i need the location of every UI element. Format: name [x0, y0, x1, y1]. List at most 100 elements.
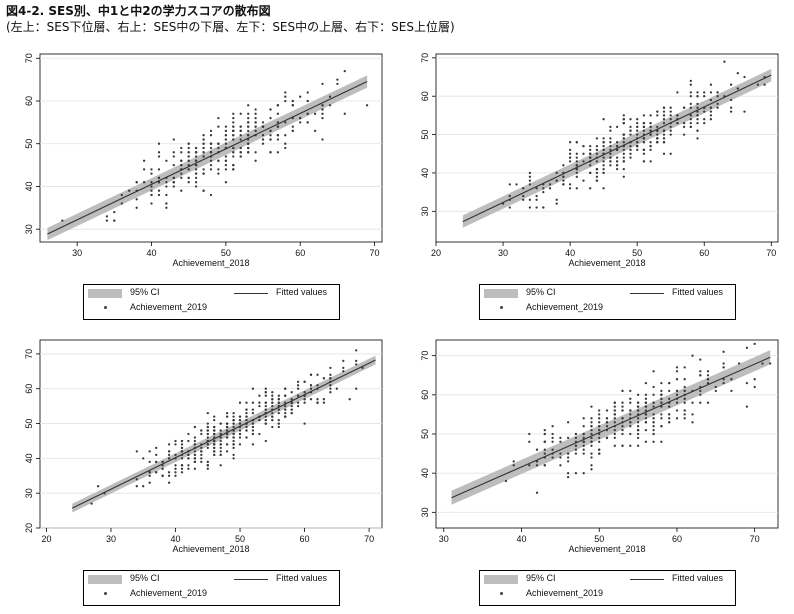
scatter-point	[613, 401, 616, 404]
scatter-point	[328, 95, 332, 98]
scatter-point	[213, 425, 216, 429]
scatter-point	[548, 183, 552, 186]
scatter-point	[174, 467, 177, 470]
scatter-point	[582, 436, 585, 440]
legend: 95% CI Fitted values Achievement_2019	[479, 284, 736, 320]
scatter-point	[213, 453, 216, 457]
y-tick-label: 60	[420, 390, 430, 400]
scatter-point	[621, 409, 624, 412]
scatter-point	[180, 159, 183, 162]
scatter-point	[224, 125, 228, 128]
legend-fit-label: Fitted values	[276, 573, 328, 583]
scatter-point	[528, 175, 532, 178]
scatter-point	[290, 398, 293, 401]
scatter-point	[676, 114, 679, 117]
scatter-point	[322, 401, 326, 404]
scatter-point	[61, 219, 64, 222]
scatter-point	[615, 167, 619, 171]
scatter-point	[172, 155, 175, 158]
scatter-point	[609, 144, 612, 148]
scatter-point	[321, 116, 324, 120]
scatter-point	[277, 422, 280, 425]
scatter-point	[559, 436, 562, 440]
scatter-point	[264, 422, 267, 425]
scatter-point	[329, 377, 332, 380]
scatter-point	[247, 134, 250, 137]
scatter-point	[515, 183, 518, 186]
scatter-point	[642, 141, 646, 144]
scatter-point	[264, 404, 267, 408]
legend-ci-swatch	[484, 289, 518, 298]
scatter-point	[636, 409, 640, 412]
scatter-point	[528, 440, 531, 443]
scatter-point	[644, 413, 648, 416]
scatter-point	[224, 163, 228, 167]
scatter-point	[660, 381, 663, 385]
scatter-point	[598, 409, 601, 412]
scatter-point	[609, 137, 612, 140]
scatter-point	[706, 381, 710, 385]
scatter-point	[568, 148, 572, 152]
scatter-point	[335, 387, 338, 390]
scatter-point	[595, 137, 599, 140]
scatter-point	[225, 432, 229, 436]
x-tick-label: 70	[370, 248, 380, 258]
x-tick-label: 60	[300, 534, 310, 544]
scatter-point	[167, 474, 171, 477]
scatter-point	[247, 129, 250, 133]
scatter-point	[562, 164, 565, 167]
scatter-point	[343, 112, 346, 115]
scatter-point	[566, 460, 570, 463]
x-tick-label: 40	[171, 534, 181, 544]
scatter-point	[238, 429, 242, 432]
scatter-point	[675, 417, 679, 420]
scatter-point	[239, 138, 242, 141]
scatter-point	[542, 187, 545, 190]
y-tick-label: 50	[24, 419, 34, 429]
scatter-point	[238, 401, 242, 404]
scatter-point	[193, 443, 197, 446]
scatter-point	[239, 129, 242, 133]
scatter-point	[180, 439, 184, 443]
scatter-point	[277, 408, 280, 411]
scatter-point	[219, 432, 222, 436]
scatter-point	[683, 409, 686, 412]
scatter-point	[261, 138, 265, 141]
scatter-point	[291, 125, 294, 128]
scatter-point	[306, 121, 309, 124]
scatter-point	[194, 159, 198, 162]
scatter-point	[328, 104, 332, 107]
scatter-point	[187, 457, 190, 460]
scatter-point	[194, 146, 198, 150]
legend-fit-label: Fitted values	[672, 287, 724, 297]
scatter-point	[239, 151, 242, 154]
scatter-point	[209, 163, 213, 167]
scatter-point	[699, 358, 702, 361]
x-axis-label: Achievement_2018	[568, 258, 645, 268]
scatter-point	[261, 142, 265, 145]
scatter-point	[602, 156, 605, 159]
legend: 95% CI Fitted values Achievement_2019	[479, 570, 736, 606]
scatter-point	[217, 116, 220, 120]
scatter-point	[200, 446, 203, 450]
scatter-point	[187, 142, 190, 145]
scatter-point	[180, 446, 184, 450]
scatter-point	[135, 450, 138, 453]
legend-scatter-swatch	[104, 306, 107, 309]
scatter-point	[277, 398, 280, 401]
scatter-point	[683, 401, 686, 404]
scatter-point	[636, 432, 640, 436]
scatter-point	[284, 91, 287, 94]
scatter-point	[224, 168, 228, 171]
scatter-point	[609, 141, 612, 144]
scatter-point	[598, 436, 601, 440]
scatter-point	[542, 190, 545, 194]
scatter-panel-top-left: 30 40 50 60 70 30 40 50 60 70 Achievement_2018 95% …	[0, 42, 394, 327]
scatter-point	[649, 133, 652, 136]
scatter-point	[251, 425, 255, 429]
fitted-line	[451, 356, 771, 499]
scatter-point	[559, 456, 562, 459]
scatter-point	[582, 448, 585, 451]
scatter-point	[157, 176, 161, 180]
scatter-point	[555, 198, 558, 201]
